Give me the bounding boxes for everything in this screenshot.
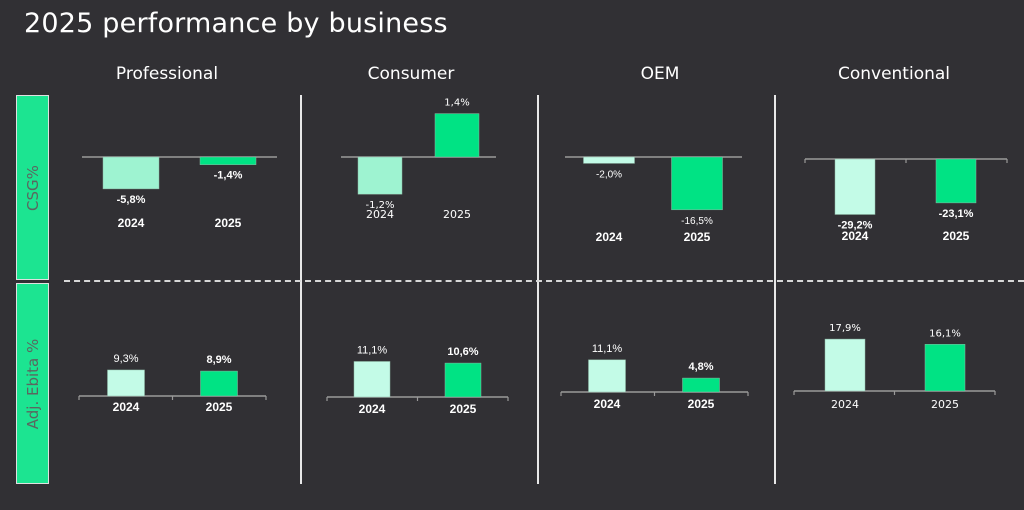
category-label: 2024 xyxy=(118,216,145,230)
data-label: 16,1% xyxy=(929,328,961,339)
category-label: 2025 xyxy=(684,230,711,244)
data-label: 1,4% xyxy=(444,98,469,109)
segment-title-conventional: Conventional xyxy=(837,64,951,84)
data-label: -1,2% xyxy=(365,200,394,211)
category-label: 2025 xyxy=(943,229,970,243)
data-label: -2,0% xyxy=(596,169,622,180)
column-divider xyxy=(774,95,776,484)
bar-2024 xyxy=(107,369,145,397)
category-label: 2024 xyxy=(596,230,623,244)
segment-title-professional: Professional xyxy=(115,64,219,84)
data-label: -16,5% xyxy=(681,216,713,227)
category-label: 2025 xyxy=(688,397,715,411)
data-label: 10,6% xyxy=(447,346,478,358)
column-divider xyxy=(300,95,302,484)
bar-2024 xyxy=(353,361,391,398)
category-label: 2025 xyxy=(443,208,471,221)
bar-2025 xyxy=(671,156,723,211)
bar-2025 xyxy=(924,344,966,392)
bar-2025 xyxy=(434,113,480,158)
data-label: -5,8% xyxy=(117,194,146,206)
category-label: 2024 xyxy=(842,229,869,243)
data-label: -29,2% xyxy=(838,219,873,231)
bar-2024 xyxy=(824,338,866,392)
data-label: 11,1% xyxy=(592,343,623,355)
row-divider xyxy=(64,280,1024,282)
bar-2025 xyxy=(199,156,257,165)
row-label-ebita: Adj. Ebita % xyxy=(16,283,49,484)
bar-2025 xyxy=(200,370,238,397)
category-label: 2025 xyxy=(215,216,242,230)
bar-2024 xyxy=(583,156,635,164)
category-label: 2025 xyxy=(450,402,477,416)
category-label: 2024 xyxy=(359,402,386,416)
bar-2024 xyxy=(357,156,403,195)
category-label: 2025 xyxy=(931,398,959,411)
category-label: 2024 xyxy=(113,400,140,414)
column-divider xyxy=(537,95,539,484)
data-label: 17,9% xyxy=(829,323,861,334)
data-label: 11,1% xyxy=(357,344,388,356)
data-label: -1,4% xyxy=(214,170,243,182)
bar-2025 xyxy=(444,362,482,398)
category-label: 2025 xyxy=(206,400,233,414)
segment-title-oem: OEM xyxy=(640,64,680,84)
data-label: 8,9% xyxy=(206,354,231,366)
segment-title-consumer: Consumer xyxy=(367,64,455,84)
bar-2025 xyxy=(682,377,720,393)
category-label: 2024 xyxy=(594,397,621,411)
bar-2024 xyxy=(588,359,626,393)
bar-2025 xyxy=(935,158,977,204)
data-label: 9,3% xyxy=(113,353,138,365)
data-label: 4,8% xyxy=(688,361,713,373)
bar-2024 xyxy=(834,158,876,215)
category-label: 2024 xyxy=(366,208,394,221)
page-title: 2025 performance by business xyxy=(24,8,448,39)
data-label: -23,1% xyxy=(939,208,974,220)
row-label-csg: CSG% xyxy=(16,95,49,280)
category-label: 2024 xyxy=(831,398,859,411)
bar-2024 xyxy=(102,156,160,190)
